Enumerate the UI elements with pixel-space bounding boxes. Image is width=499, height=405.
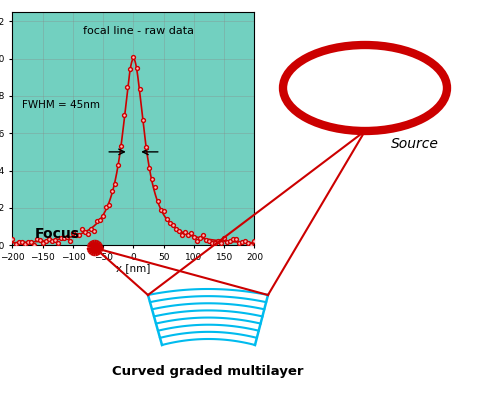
Text: focal line - raw data: focal line - raw data	[83, 26, 194, 36]
Text: Focus: Focus	[34, 227, 79, 241]
Text: Curved graded multilayer: Curved graded multilayer	[112, 365, 304, 378]
Text: FWHM = 45nm: FWHM = 45nm	[22, 100, 100, 110]
X-axis label: x [nm]: x [nm]	[116, 263, 151, 273]
Text: Source: Source	[391, 137, 439, 151]
